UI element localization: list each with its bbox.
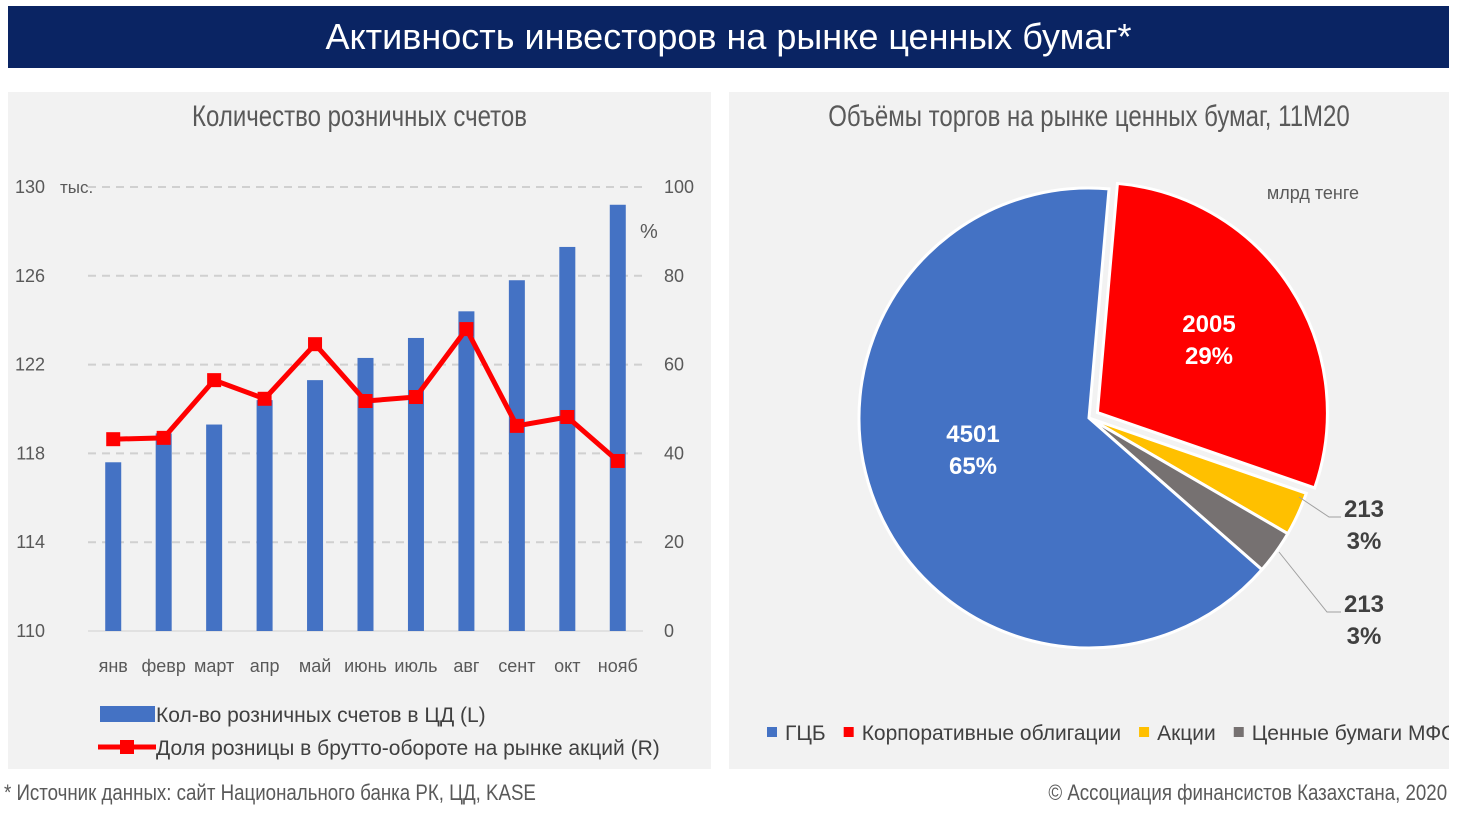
line-marker [156,430,171,445]
right-tick-label: 60 [664,355,684,375]
legend-label: Акции [1157,722,1216,745]
line-marker [308,337,323,352]
x-tick-label: июнь [344,656,387,676]
leader-line [1278,551,1341,613]
bar [609,204,626,631]
bar [307,380,324,631]
x-tick-label: сент [498,656,535,676]
bar-chart-panel: Количество розничных счетов 110 0 114 20 118… [8,92,711,769]
legend-swatch [1139,727,1150,737]
right-tick-label: 40 [664,443,684,463]
bar [407,337,424,631]
copyright: © Ассоциация финансистов Казахстана, 202… [1048,780,1447,805]
legend-swatch [767,727,777,737]
x-tick-label: июль [394,656,437,676]
unit-label: млрд тенге [1267,183,1359,203]
legend-bar-label: Кол-во розничных счетов в ЦД (L) [156,704,486,727]
x-tick-label: апр [250,656,280,676]
slice-percent-label: 3% [1347,623,1382,650]
bar [206,424,223,631]
line-marker [509,418,524,433]
legend-label: Корпоративные облигации [862,722,1121,745]
line-marker [560,409,575,424]
line-marker [408,390,423,405]
legend-line-label: Доля розницы в брутто-обороте на рынке а… [156,737,660,760]
bar [155,433,172,631]
bar [508,280,525,631]
bar [357,357,374,631]
pie-slice [1095,181,1329,490]
slice-value-label: 213 [1344,591,1384,618]
right-tick-label: 20 [664,532,684,552]
legend-label: ГЦБ [785,722,826,745]
source-note: * Источник данных: сайт Национального ба… [4,780,536,805]
line-marker [106,432,121,447]
bar [458,311,475,631]
slice-percent-label: 3% [1347,528,1382,555]
left-tick-label: 110 [16,621,45,641]
bar-line-chart: 110 0 114 20 118 40 122 60 126 80 130 100 тыс.% янв фе… [15,177,694,760]
slice-value-label: 213 [1344,496,1384,523]
page-title: Активность инвесторов на рынке ценных бу… [8,6,1449,68]
x-tick-label: февр [141,656,185,676]
legend-line-marker [120,740,134,754]
line-marker [610,453,625,468]
x-tick-label: авг [453,656,480,676]
legend-swatch [843,727,854,737]
x-tick-label: март [194,656,234,676]
legend-bar-swatch [100,706,155,722]
slice-percent-label: 65% [949,453,997,480]
line-marker [358,394,373,409]
x-tick-label: май [299,656,331,676]
right-tick-label: 0 [664,621,674,641]
slice-percent-label: 29% [1185,343,1233,370]
right-tick-label: 80 [664,266,684,286]
pie-chart: 2005 29% 213 3% 213 3% 4501 65% млрд тенге ГЦБ Кор… [767,181,1449,745]
x-tick-label: нояб [598,656,638,676]
left-tick-label: 114 [16,532,45,552]
bar [256,400,273,631]
pie-slice [857,186,1265,650]
right-unit-label: % [640,221,658,243]
legend-swatch [1233,727,1244,737]
left-tick-label: 122 [15,355,45,375]
right-tick-label: 100 [664,177,694,197]
bar [559,246,576,631]
pie-chart-title: Объёмы торгов на рынке ценных бумаг, 11М… [828,100,1350,133]
x-tick-label: янв [99,656,128,676]
left-tick-label: 118 [16,443,45,463]
slice-value-label: 4501 [946,421,999,448]
bar [105,462,122,631]
left-tick-label: 126 [15,266,45,286]
x-tick-label: окт [554,656,580,676]
leader-line [1298,496,1341,518]
line-marker [459,322,474,337]
pie-chart-panel: Объёмы торгов на рынке ценных бумаг, 11М… [729,92,1449,769]
legend-label: Ценные бумаги МФО [1252,722,1449,745]
bar-chart-title: Количество розничных счетов [192,100,527,133]
left-tick-label: 130 [15,177,45,197]
line-marker [257,391,272,406]
left-unit-label: тыс. [60,178,93,197]
slice-value-label: 2005 [1182,311,1235,338]
line-marker [207,373,222,388]
